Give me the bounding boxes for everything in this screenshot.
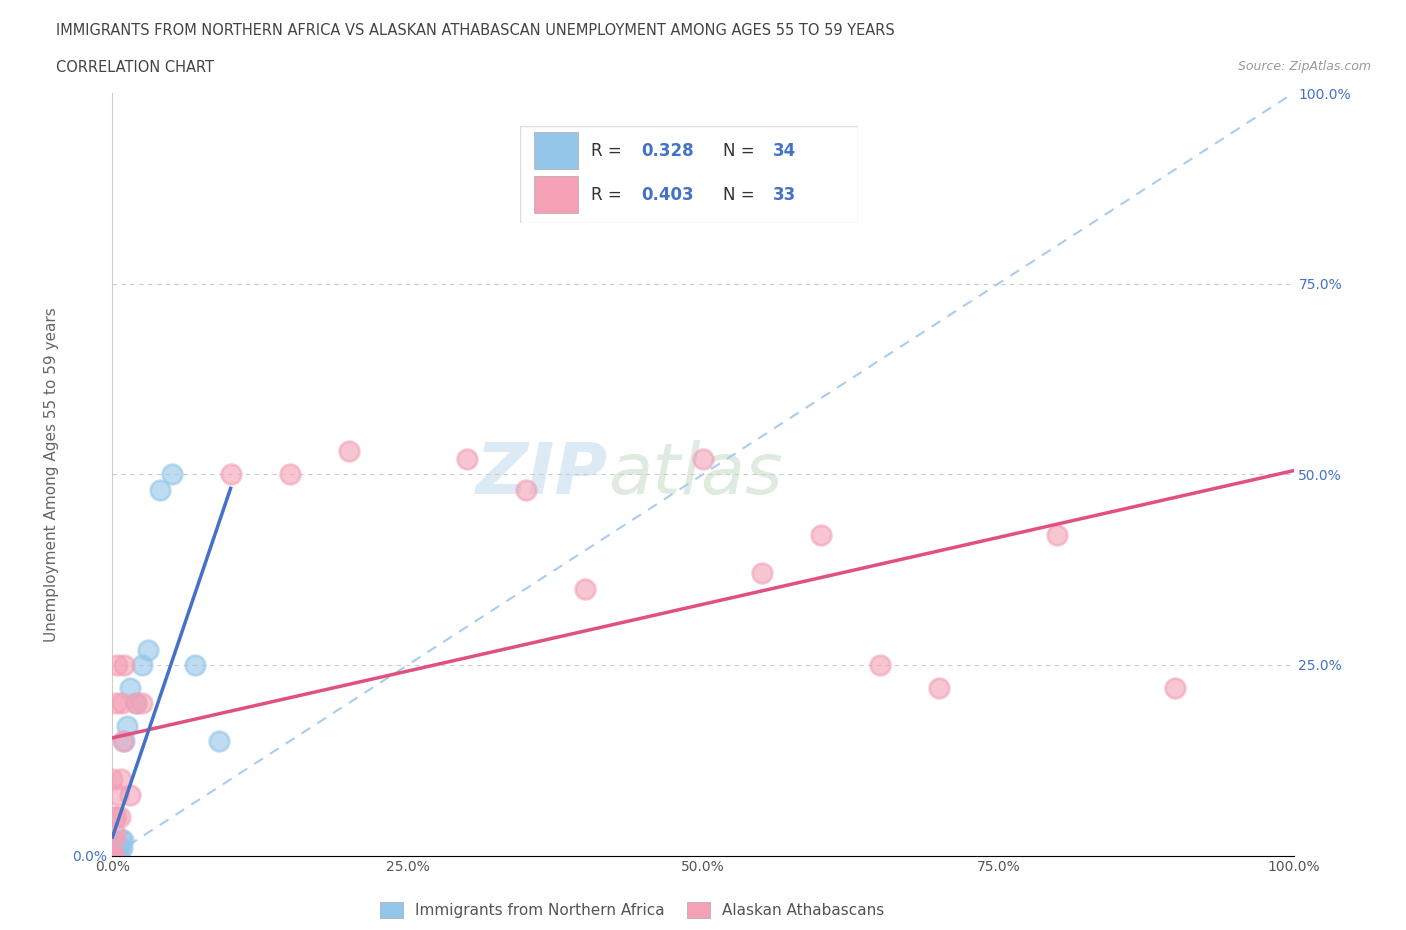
Point [104, 846, 127, 861]
Point [515, 482, 537, 497]
Point [110, 772, 132, 787]
Point [810, 528, 832, 543]
Point [120, 787, 142, 802]
Point [125, 696, 148, 711]
Point [103, 848, 125, 863]
Point [692, 452, 714, 467]
Text: R =: R = [591, 186, 627, 204]
Point [101, 848, 124, 863]
Point [101, 772, 124, 787]
Point [101, 846, 124, 861]
Point [112, 734, 135, 749]
Point [101, 847, 124, 862]
Point [105, 841, 128, 856]
Point [105, 844, 128, 859]
Point [125, 696, 148, 711]
Point [108, 810, 131, 825]
Point [101, 844, 124, 859]
Point [107, 787, 129, 802]
Point [104, 825, 127, 840]
FancyBboxPatch shape [520, 126, 858, 223]
Point [111, 696, 134, 711]
Point [1046, 528, 1069, 543]
Point [456, 452, 478, 467]
Point [112, 734, 135, 749]
Point [219, 467, 242, 482]
Point [103, 846, 125, 861]
Point [105, 842, 128, 857]
Point [108, 841, 131, 856]
Point [104, 810, 127, 825]
Point [101, 848, 124, 863]
Point [105, 810, 128, 825]
Text: 0.403: 0.403 [641, 186, 695, 204]
Point [101, 848, 124, 863]
Point [869, 658, 891, 672]
Point [103, 833, 125, 848]
Legend: Immigrants from Northern Africa, Alaskan Athabascans: Immigrants from Northern Africa, Alaskan… [374, 896, 891, 924]
Point [278, 467, 301, 482]
Point [101, 848, 124, 863]
Point [104, 844, 127, 859]
Point [105, 696, 128, 711]
Point [101, 848, 124, 863]
Point [184, 658, 207, 672]
Point [111, 841, 134, 856]
Point [337, 444, 360, 458]
Point [751, 566, 773, 581]
Point [101, 848, 124, 863]
FancyBboxPatch shape [534, 132, 578, 169]
Point [160, 467, 183, 482]
Point [208, 734, 231, 749]
Text: CORRELATION CHART: CORRELATION CHART [56, 60, 214, 75]
Y-axis label: Unemployment Among Ages 55 to 59 years: Unemployment Among Ages 55 to 59 years [44, 307, 59, 642]
Point [110, 833, 132, 848]
Point [136, 643, 159, 658]
Point [105, 658, 128, 672]
Text: IMMIGRANTS FROM NORTHERN AFRICA VS ALASKAN ATHABASCAN UNEMPLOYMENT AMONG AGES 55: IMMIGRANTS FROM NORTHERN AFRICA VS ALASK… [56, 23, 896, 38]
Text: 0.328: 0.328 [641, 142, 695, 160]
Text: 34: 34 [773, 142, 797, 160]
Point [107, 848, 129, 863]
Point [131, 696, 153, 711]
Text: 33: 33 [773, 186, 797, 204]
Point [101, 842, 124, 857]
Point [101, 848, 124, 863]
Text: atlas: atlas [609, 440, 783, 509]
Text: Source: ZipAtlas.com: Source: ZipAtlas.com [1237, 60, 1371, 73]
Point [103, 848, 125, 863]
Point [107, 844, 129, 859]
Point [112, 658, 135, 672]
Text: ZIP: ZIP [477, 440, 609, 509]
Point [574, 581, 596, 596]
FancyBboxPatch shape [534, 177, 578, 214]
Point [105, 846, 128, 861]
Point [112, 833, 135, 848]
Text: N =: N = [723, 142, 759, 160]
Point [120, 681, 142, 696]
Point [928, 681, 950, 696]
Point [1164, 681, 1187, 696]
Point [101, 846, 124, 861]
Text: N =: N = [723, 186, 759, 204]
Text: R =: R = [591, 142, 627, 160]
Point [101, 848, 124, 863]
Point [115, 719, 138, 734]
Point [131, 658, 153, 672]
Point [149, 482, 172, 497]
